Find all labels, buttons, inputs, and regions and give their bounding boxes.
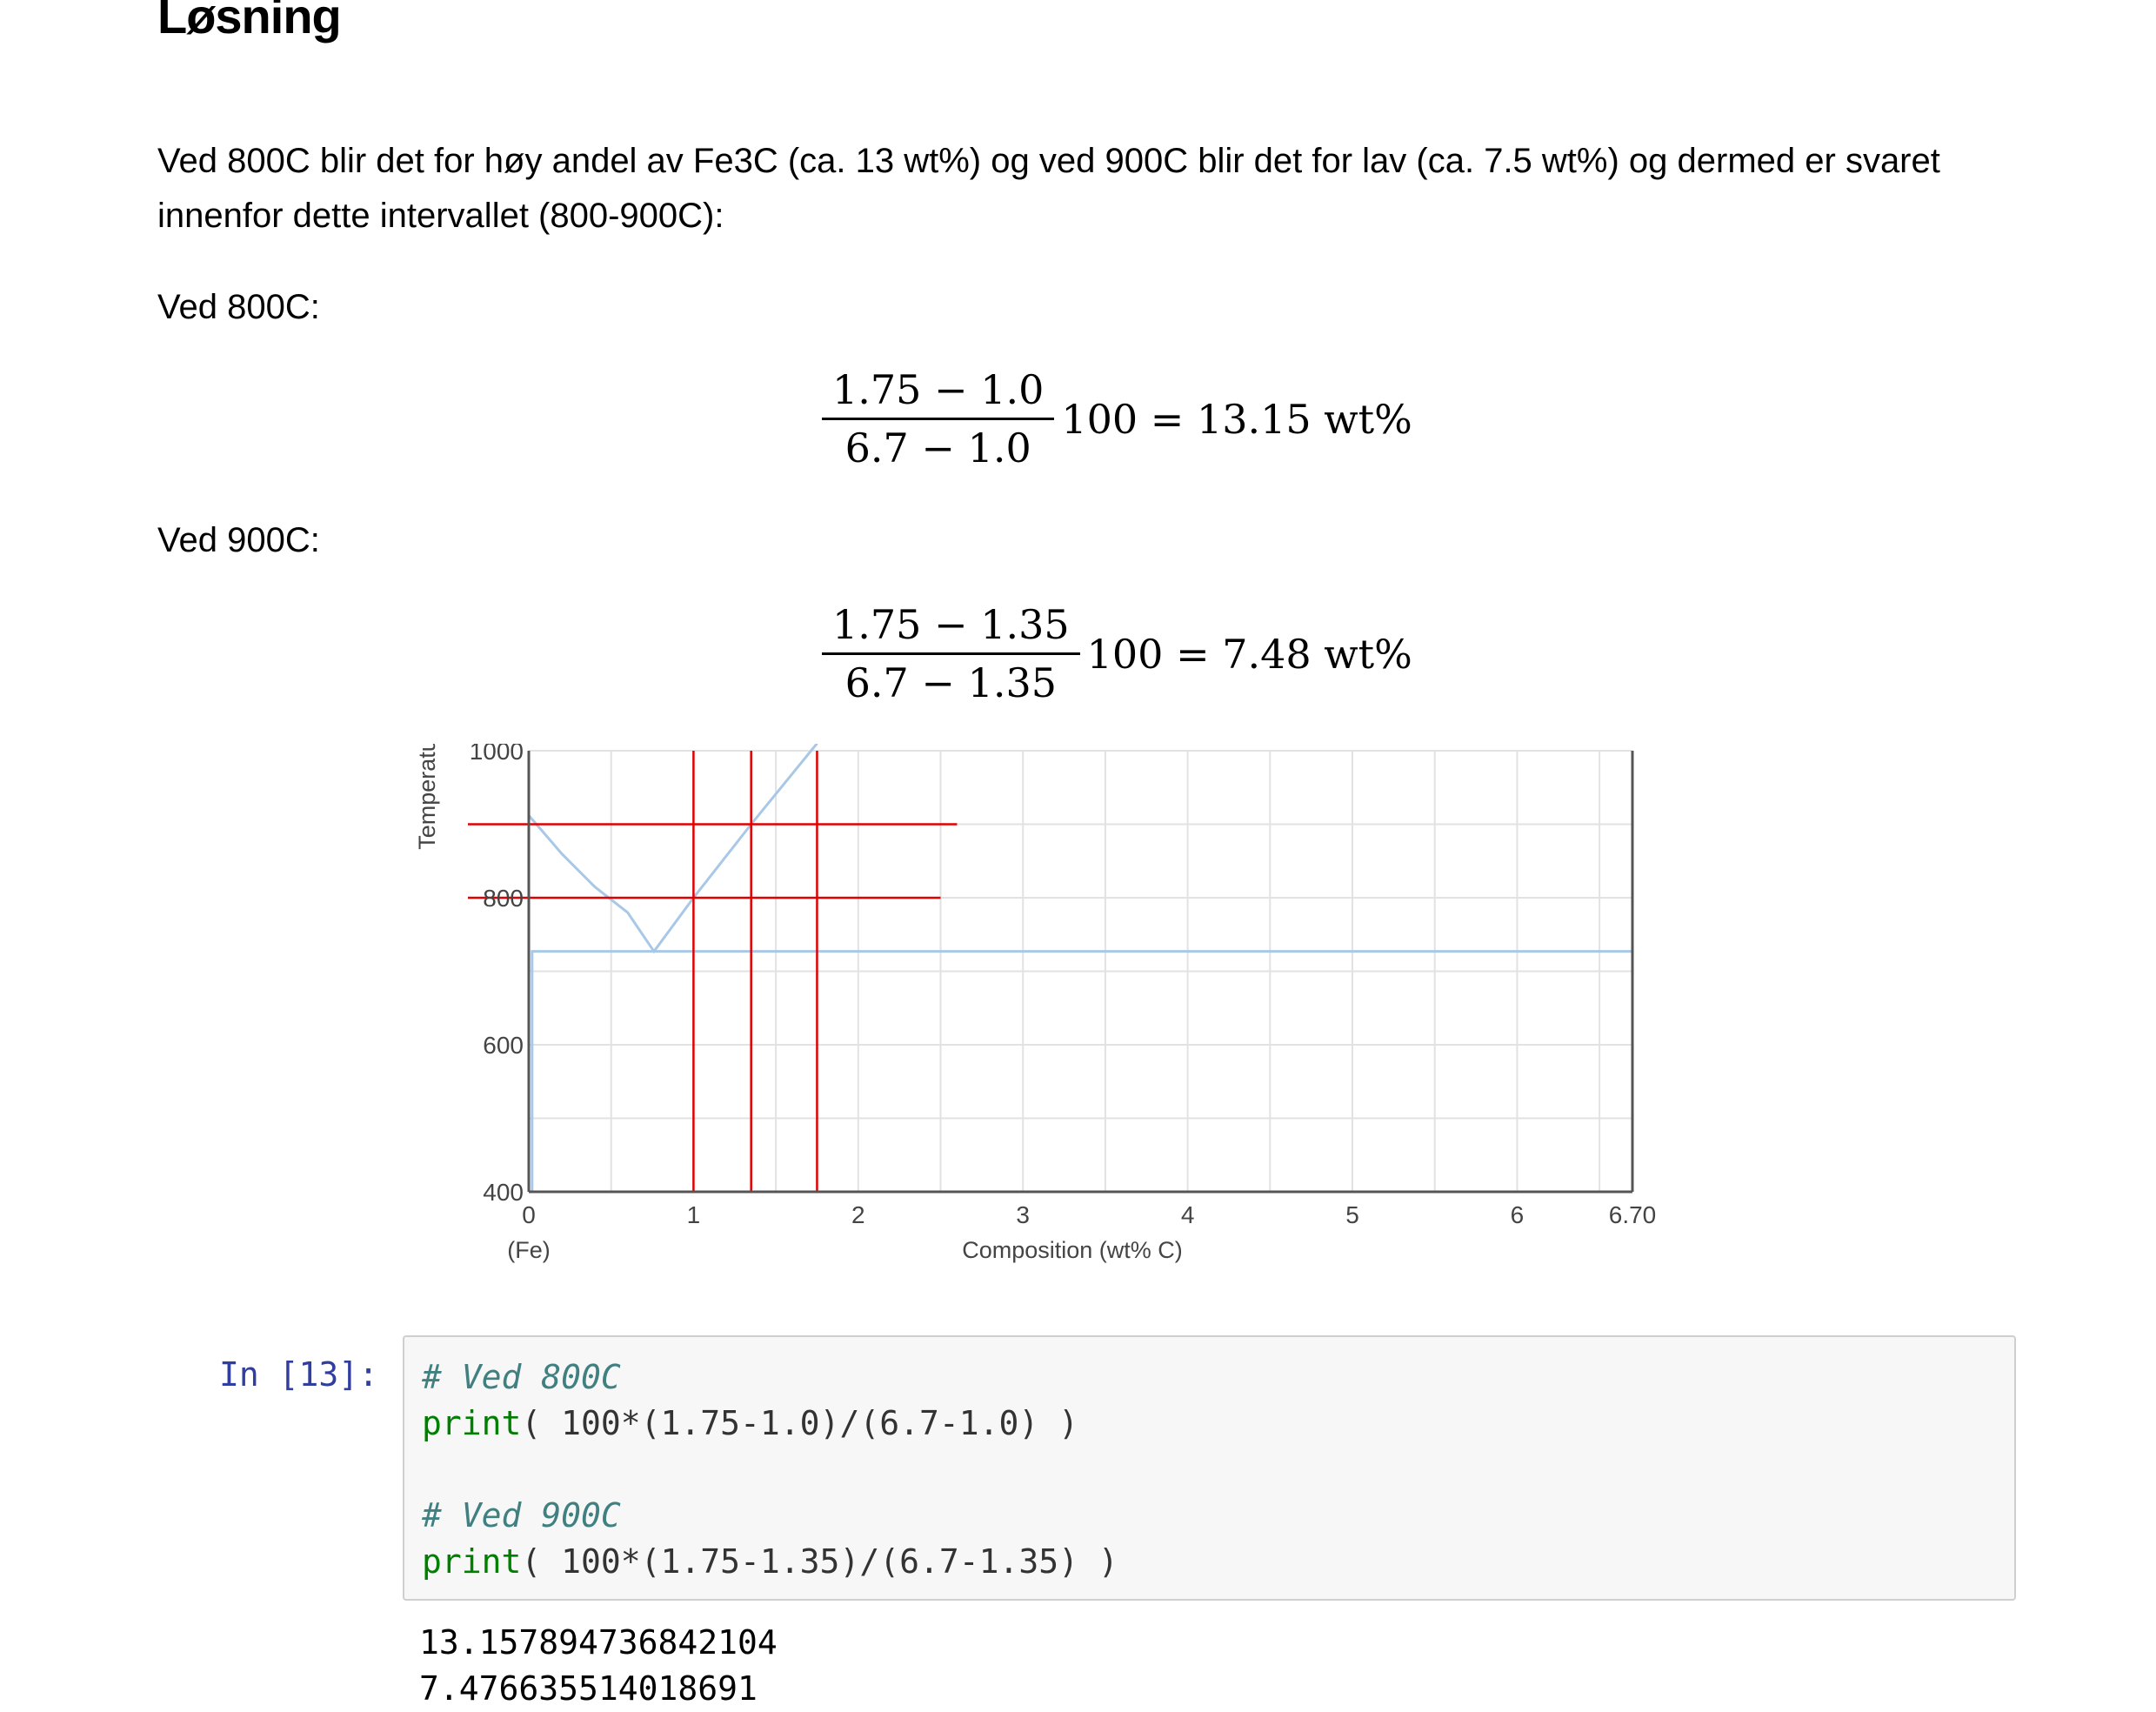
x-origin-label: (Fe) <box>507 1237 551 1263</box>
phase-diagram-chart: 0 1 2 3 4 5 6 6.70 400 600 800 1000 Composition (wt%… <box>414 744 1656 1263</box>
y-tick-label: 800 <box>483 885 524 912</box>
fraction: 1.75 − 1.35 6.7 − 1.35 <box>822 600 1080 707</box>
y-tick-label: 400 <box>483 1179 524 1206</box>
section-heading: Løsning <box>157 0 342 43</box>
fraction-bar <box>822 652 1080 655</box>
equation-result: 100 = 7.48 wt% <box>1086 630 1412 678</box>
equation-result: 100 = 13.15 wt% <box>1061 395 1412 443</box>
cell-prompt: In [13]: <box>219 1355 379 1394</box>
label-900c: Ved 900C: <box>157 521 320 559</box>
code-line: print( 100*(1.75-1.35)/(6.7-1.35) ) <box>422 1539 1118 1585</box>
code-editor[interactable]: # Ved 800C print( 100*(1.75-1.0)/(6.7-1.0… <box>422 1354 1118 1585</box>
numerator: 1.75 − 1.0 <box>832 366 1045 413</box>
equation-900c: 1.75 − 1.35 6.7 − 1.35 100 = 7.48 wt% <box>822 600 1412 707</box>
x-axis-label: Composition (wt% C) <box>962 1237 1183 1263</box>
code-line: # Ved 900C <box>422 1493 1118 1539</box>
code-cell[interactable]: # Ved 800C print( 100*(1.75-1.0)/(6.7-1.0… <box>403 1335 2016 1601</box>
x-tick-label: 2 <box>851 1201 865 1228</box>
chart-markers <box>468 751 958 1192</box>
code-comment: # Ved 800C <box>422 1358 621 1396</box>
x-tick-label: 0 <box>522 1201 536 1228</box>
output-line: 7.476635514018691 <box>419 1669 758 1708</box>
chart-grid <box>528 750 1632 1193</box>
x-tick-label: 6 <box>1511 1201 1525 1228</box>
fraction: 1.75 − 1.0 6.7 − 1.0 <box>822 365 1055 472</box>
x-tick-label: 1 <box>687 1201 701 1228</box>
code-builtin: print <box>422 1542 522 1581</box>
intro-paragraph: Ved 800C blir det for høy andel av Fe3C … <box>157 142 1940 235</box>
series-line <box>531 950 537 1192</box>
denominator: 6.7 − 1.35 <box>844 659 1057 706</box>
x-tick-label: 3 <box>1016 1201 1030 1228</box>
code-line <box>422 1447 1118 1493</box>
cell-output: 13.157894736842104 7.476635514018691 <box>419 1620 778 1712</box>
fraction-bar <box>822 418 1055 420</box>
label-800c: Ved 800C: <box>157 288 320 326</box>
denominator: 6.7 − 1.0 <box>844 425 1031 471</box>
x-tick-label: 4 <box>1181 1201 1195 1228</box>
y-tick-label: 1000 <box>470 744 524 765</box>
code-text: ( 100*(1.75-1.0)/(6.7-1.0) ) <box>521 1404 1078 1442</box>
code-comment: # Ved 900C <box>422 1496 621 1535</box>
x-tick-label: 6.70 <box>1609 1201 1657 1228</box>
x-tick-label: 5 <box>1345 1201 1359 1228</box>
code-text: ( 100*(1.75-1.35)/(6.7-1.35) ) <box>521 1542 1118 1581</box>
output-line: 13.157894736842104 <box>419 1623 778 1662</box>
series-line <box>527 744 818 954</box>
code-line: print( 100*(1.75-1.0)/(6.7-1.0) ) <box>422 1401 1118 1447</box>
code-builtin: print <box>422 1404 522 1442</box>
y-axis-label: Temperatu <box>414 744 440 850</box>
chart-labels: 0 1 2 3 4 5 6 6.70 400 600 800 1000 Composition (wt%… <box>414 744 1656 1263</box>
chart-axes <box>527 751 1634 1194</box>
y-tick-label: 600 <box>483 1032 524 1059</box>
code-line: # Ved 800C <box>422 1354 1118 1401</box>
numerator: 1.75 − 1.35 <box>832 601 1070 648</box>
equation-800c: 1.75 − 1.0 6.7 − 1.0 100 = 13.15 wt% <box>822 365 1412 472</box>
